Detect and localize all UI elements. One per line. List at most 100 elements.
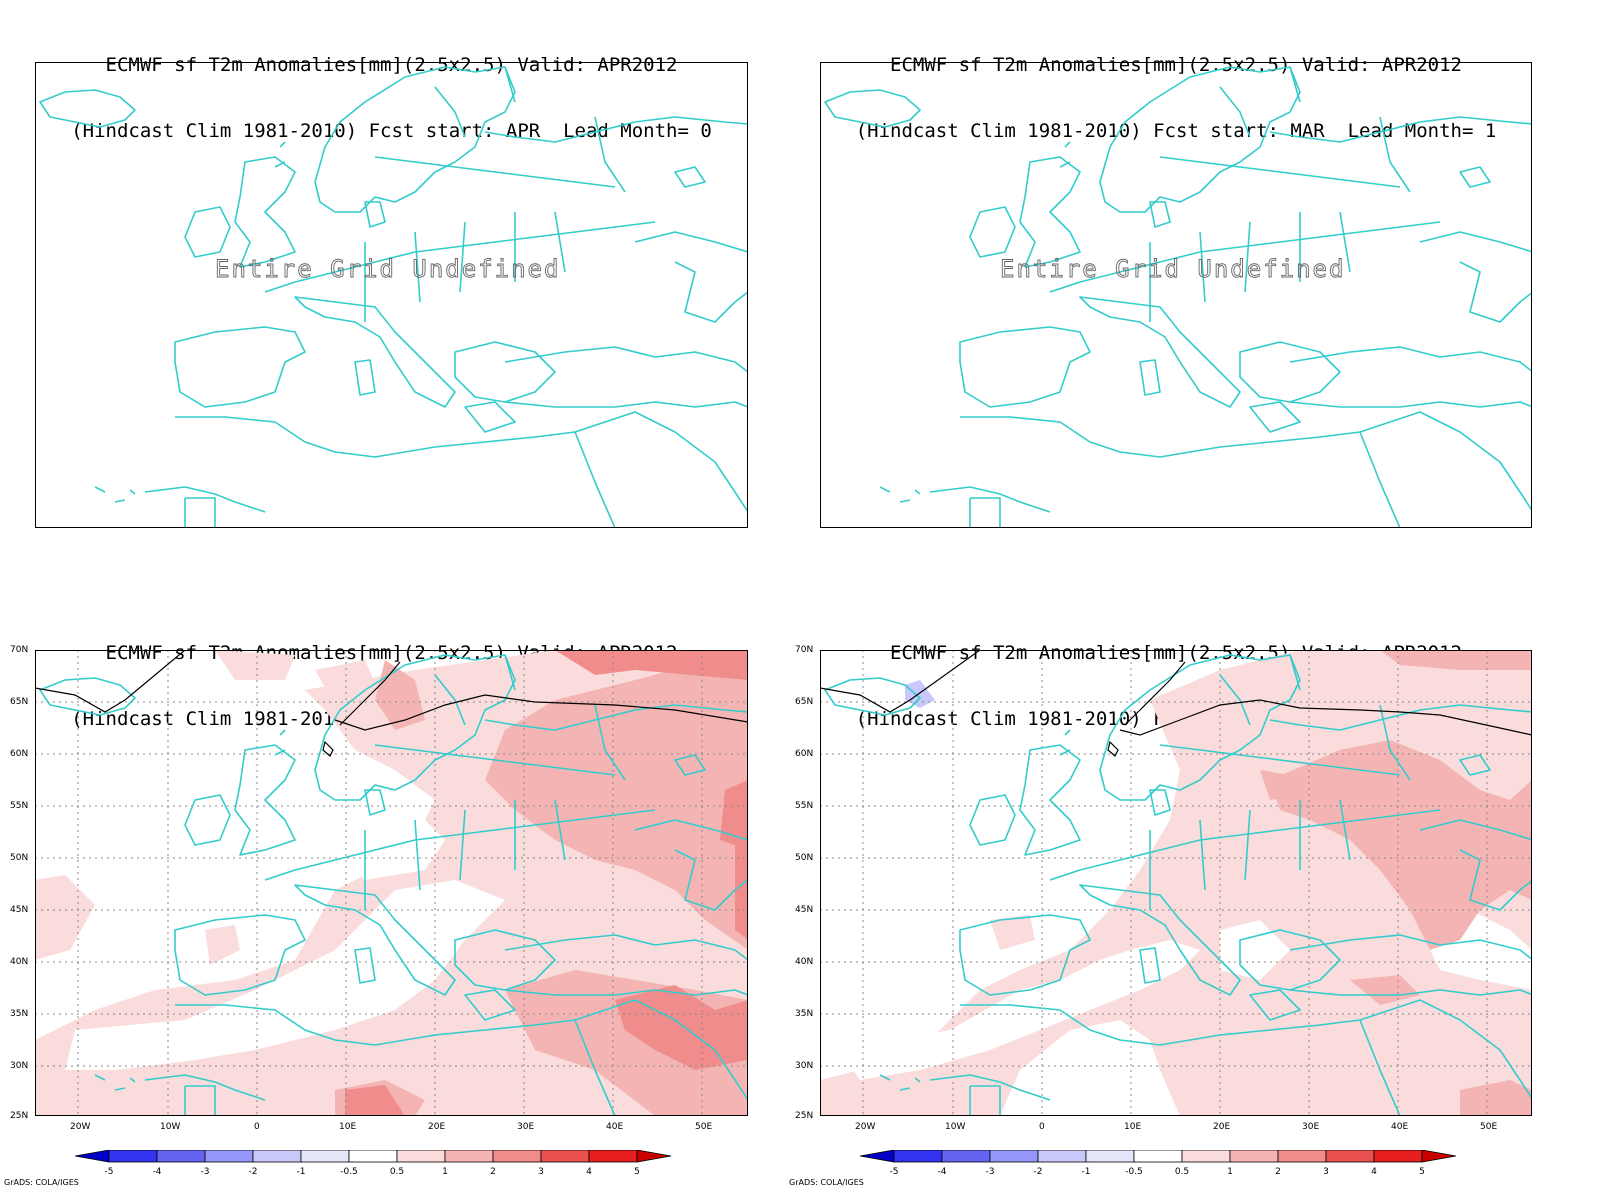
lon-label: 10W [945,1122,966,1132]
color-bar-segment [636,1150,672,1163]
undefined-grid-text: Entire Grid Undefined [215,255,560,283]
color-bar-segment [588,1150,638,1163]
color-bar-segment [492,1150,542,1163]
lat-label: 40N [10,957,29,967]
color-bar-segment [1133,1150,1183,1163]
lat-label: 40N [795,957,814,967]
lat-label: 45N [795,905,814,915]
color-bar-segment [396,1150,446,1163]
panel-title-1: ECMWF sf T2m Anomalies[mm](2.5x2.5) Vali… [820,10,1532,164]
anomaly-region-strong [345,1085,405,1116]
color-bar-label: -2 [1034,1167,1043,1177]
color-bar-segment [156,1150,206,1163]
color-bar-segment [1421,1150,1457,1163]
zero-contour [35,650,748,731]
panel-title-0: ECMWF sf T2m Anomalies[mm](2.5x2.5) Vali… [35,10,748,164]
map-panel-0: Entire Grid Undefined [35,62,748,528]
anomaly-region-white [65,880,505,1070]
anomaly-region-medium [1380,650,1532,670]
color-bar-label: -4 [938,1167,947,1177]
color-bar-label: -1 [1082,1167,1091,1177]
map-panel-2 [35,650,748,1116]
color-bar-segment [1085,1150,1135,1163]
lon-label: 10E [339,1122,357,1132]
color-bar-segment [893,1150,943,1163]
anomaly-region-white [1220,920,1290,980]
anomaly-region-medium [1460,1080,1532,1116]
color-bar-label: 0.5 [390,1167,404,1177]
color-bar-label: 3 [538,1167,544,1177]
lon-label: 10W [160,1122,181,1132]
color-bar-label: -4 [153,1167,162,1177]
panel-title-line2: (Hindcast Clim 1981-2010) Fcst start: AP… [71,120,712,142]
lon-label: 20W [855,1122,876,1132]
map-frame [820,62,1532,528]
map-panel-3 [820,650,1532,1116]
color-bar-label: 1 [1227,1167,1233,1177]
lat-label: 60N [10,749,29,759]
color-bar-segment [1373,1150,1423,1163]
panel-title-line1: ECMWF sf T2m Anomalies[mm](2.5x2.5) Vali… [890,54,1462,76]
anomaly-region-strong [720,780,748,850]
color-bar-label: 2 [1275,1167,1281,1177]
undefined-grid-text: Entire Grid Undefined [1000,255,1345,283]
anomaly-region-medium [1270,740,1532,950]
color-bar-label: 0.5 [1175,1167,1189,1177]
anomaly-region-light [990,915,1035,950]
color-bar-segment [300,1150,350,1163]
color-bar-segment [989,1150,1039,1163]
lon-label: 40E [1391,1122,1409,1132]
lat-label: 65N [10,697,29,707]
lat-label: 35N [10,1009,29,1019]
zero-contour [322,661,401,757]
color-bar-label: 5 [634,1167,640,1177]
lon-label: 40E [606,1122,624,1132]
color-bar-segment [75,1150,110,1163]
anomaly-region-medium [1350,975,1420,1005]
color-bar: -5 -4 -3 -2 -1 -0.5 0.5 1 2 3 4 5 [860,1150,1457,1177]
color-bar-segment [1325,1150,1375,1163]
color-bar-label: 5 [1419,1167,1425,1177]
color-bar-label: 3 [1323,1167,1329,1177]
color-bar-segment [252,1150,302,1163]
color-bar-segment [860,1150,895,1163]
lat-label: 50N [795,853,814,863]
lon-label: 30E [517,1122,535,1132]
anomaly-shading [35,650,748,1116]
color-bar-label: -5 [105,1167,114,1177]
lat-label: 65N [795,697,814,707]
color-bar-segment [444,1150,494,1163]
lon-label: 20W [70,1122,91,1132]
color-bar-segment [348,1150,398,1163]
anomaly-region-light [35,875,95,960]
lat-label: 50N [10,853,29,863]
color-bar-segment [1181,1150,1231,1163]
zero-contour [1107,661,1186,757]
color-bar-label: -1 [297,1167,306,1177]
lat-label: 35N [795,1009,814,1019]
lat-label: 30N [795,1061,814,1071]
lon-label: 0 [1039,1122,1045,1132]
anomaly-region-light [315,660,380,705]
credit-text: GrADS: COLA/IGES [4,1178,79,1187]
lat-label: 45N [10,905,29,915]
anomaly-region-negative [905,680,935,708]
lon-label: 20E [1213,1122,1231,1132]
color-bar-segment [204,1150,254,1163]
color-bar-segment [1037,1150,1087,1163]
lat-label: 60N [795,749,814,759]
color-bar-label: -3 [986,1167,995,1177]
credit-text: GrADS: COLA/IGES [789,1178,864,1187]
anomaly-region-strong [555,650,748,680]
color-bar-label: 4 [586,1167,592,1177]
lon-label: 0 [254,1122,260,1132]
color-bar-label: -5 [890,1167,899,1177]
lat-label: 25N [795,1111,814,1121]
coastlines [39,66,748,528]
lat-label: 25N [10,1111,29,1121]
color-bar-label: -0.5 [1125,1167,1143,1177]
anomaly-region-medium [1260,770,1300,800]
color-bar-segment [1229,1150,1279,1163]
lat-label: 70N [795,645,814,655]
lon-label: 20E [428,1122,446,1132]
